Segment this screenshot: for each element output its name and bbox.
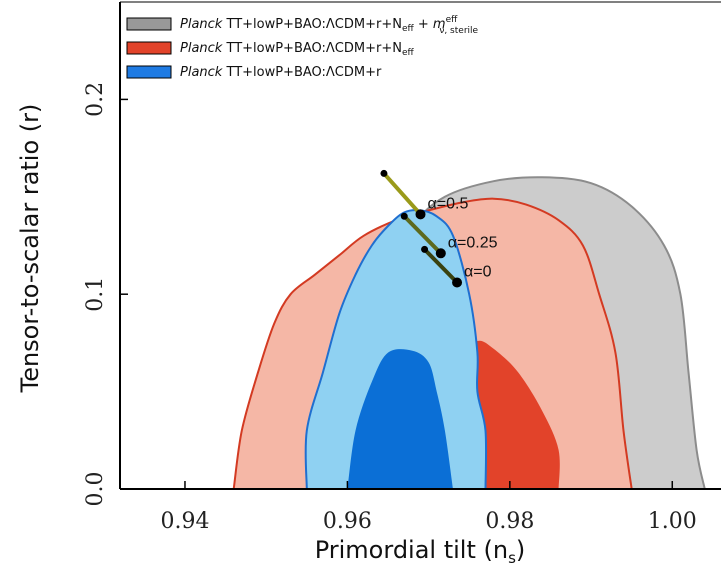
x-tick-label: 1.00	[648, 509, 697, 534]
legend: Planck TT+lowP+BAO:ΛCDM+r+Neff + meff ν, …	[126, 15, 479, 80]
annotation-start-dot-0	[380, 169, 388, 177]
annotation-end-dot-1	[435, 248, 446, 259]
annotation-label-2: α=0	[464, 264, 492, 281]
legend-swatch-1	[126, 41, 172, 55]
legend-label-0: Planck TT+lowP+BAO:ΛCDM+r+Neff + meff ν, …	[180, 15, 479, 36]
contour-layer	[232, 176, 706, 489]
y-tick-label: 0.0	[83, 472, 108, 507]
x-tick-label: 0.96	[323, 509, 372, 534]
x-axis-label: Primordial tilt (ns)	[315, 536, 526, 567]
y-tick-label: 0.2	[83, 82, 108, 117]
annotation-line-2	[423, 247, 459, 284]
annotation-start-dot-1	[400, 212, 408, 220]
annotation-start-dot-2	[421, 245, 429, 253]
annotation-label-0: α=0.5	[428, 195, 469, 212]
x-tick-label: 0.94	[160, 509, 209, 534]
legend-swatch-2	[126, 65, 172, 79]
y-tick-label: 0.1	[83, 277, 108, 312]
x-tick-label: 0.98	[485, 509, 534, 534]
legend-label-1: Planck TT+lowP+BAO:ΛCDM+r+Neff	[180, 41, 415, 58]
axes	[119, 1, 721, 490]
annotation-end-dot-0	[415, 209, 426, 220]
legend-swatch-0	[126, 17, 172, 31]
contour-inner-series-2	[347, 349, 453, 489]
annotation-end-dot-2	[452, 277, 463, 288]
tick-layer: 0.94 0.96 0.98 1.00 0.0 0.1 0.2	[83, 82, 697, 534]
legend-label-2: Planck TT+lowP+BAO:ΛCDM+r	[180, 65, 382, 80]
annotation-line-1	[402, 214, 443, 255]
annotation-line-0	[382, 172, 422, 216]
y-axis-label: Tensor-to-scalar ratio (r)	[16, 104, 44, 394]
annotation-label-1: α=0.25	[448, 234, 498, 251]
annotation-layer: α=0.5 α=0.25 α=0	[380, 169, 498, 288]
